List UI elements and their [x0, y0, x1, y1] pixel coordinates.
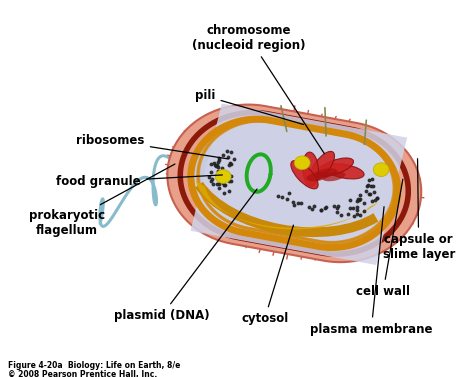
Ellipse shape [317, 158, 354, 176]
Text: chromosome
(nucleoid region): chromosome (nucleoid region) [192, 24, 324, 153]
Text: cell wall: cell wall [356, 179, 410, 298]
Text: capsule or
slime layer: capsule or slime layer [383, 159, 455, 261]
Polygon shape [191, 119, 398, 248]
Text: prokaryotic
flagellum: prokaryotic flagellum [29, 164, 175, 237]
Ellipse shape [302, 152, 319, 186]
Polygon shape [200, 125, 388, 242]
Polygon shape [196, 181, 379, 230]
Text: plasmid (DNA): plasmid (DNA) [114, 189, 257, 322]
Ellipse shape [306, 172, 329, 181]
Ellipse shape [314, 168, 337, 178]
Text: Figure 4-20a  Biology: Life on Earth, 8/e: Figure 4-20a Biology: Life on Earth, 8/e [8, 361, 180, 370]
Circle shape [215, 170, 231, 183]
Text: ribosomes: ribosomes [76, 134, 228, 159]
Polygon shape [167, 104, 421, 262]
Text: food granule: food granule [56, 175, 222, 188]
Ellipse shape [291, 161, 318, 189]
Polygon shape [180, 113, 408, 254]
Ellipse shape [310, 152, 335, 181]
Ellipse shape [325, 164, 364, 179]
Text: pili: pili [195, 89, 303, 124]
Circle shape [294, 156, 310, 170]
Text: © 2008 Pearson Prentice Hall, Inc.: © 2008 Pearson Prentice Hall, Inc. [8, 370, 157, 377]
Ellipse shape [322, 172, 346, 181]
Polygon shape [191, 103, 407, 265]
Circle shape [373, 163, 389, 176]
Text: plasma membrane: plasma membrane [310, 207, 433, 336]
Text: cytosol: cytosol [241, 225, 293, 325]
